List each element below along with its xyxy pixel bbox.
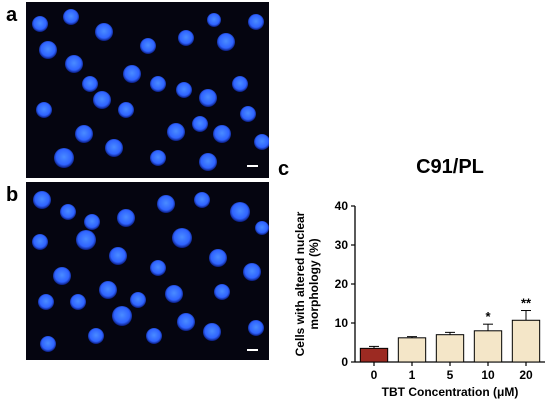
- micrograph-b: [26, 182, 269, 360]
- panel-label-a: a: [6, 4, 18, 26]
- panel-label-c: c: [278, 158, 290, 180]
- x-tick-label-10: 10: [481, 368, 495, 382]
- bar-1: [397, 337, 427, 363]
- y-tick-label: 40: [335, 199, 349, 213]
- micrograph-a-image: [32, 9, 269, 171]
- micrograph-a: [26, 2, 269, 178]
- significance-marker-10: *: [485, 309, 491, 324]
- y-tick-label: 20: [335, 277, 349, 291]
- chart-title: C91/PL: [416, 156, 484, 178]
- bar-0: [359, 347, 389, 363]
- x-tick-label-1: 1: [409, 368, 416, 382]
- panel-label-b: b: [6, 184, 19, 206]
- micrograph-b-image: [32, 191, 269, 352]
- bar-5: [435, 334, 465, 363]
- x-tick-label-5: 5: [447, 368, 454, 382]
- significance-marker-20: **: [521, 296, 532, 311]
- x-tick-label-0: 0: [371, 368, 378, 382]
- y-tick-label: 30: [335, 238, 349, 252]
- bar-10: [473, 330, 503, 363]
- x-tick-label-20: 20: [519, 368, 533, 382]
- y-tick-label: 10: [335, 316, 349, 330]
- y-axis-label-line1: Cells with altered nuclear: [293, 211, 307, 356]
- bar-20: [511, 319, 541, 363]
- y-axis-label-line2: morphology (%): [307, 238, 321, 329]
- y-tick-label: 0: [341, 355, 348, 369]
- x-axis-label: TBT Concentration (μM): [382, 385, 519, 399]
